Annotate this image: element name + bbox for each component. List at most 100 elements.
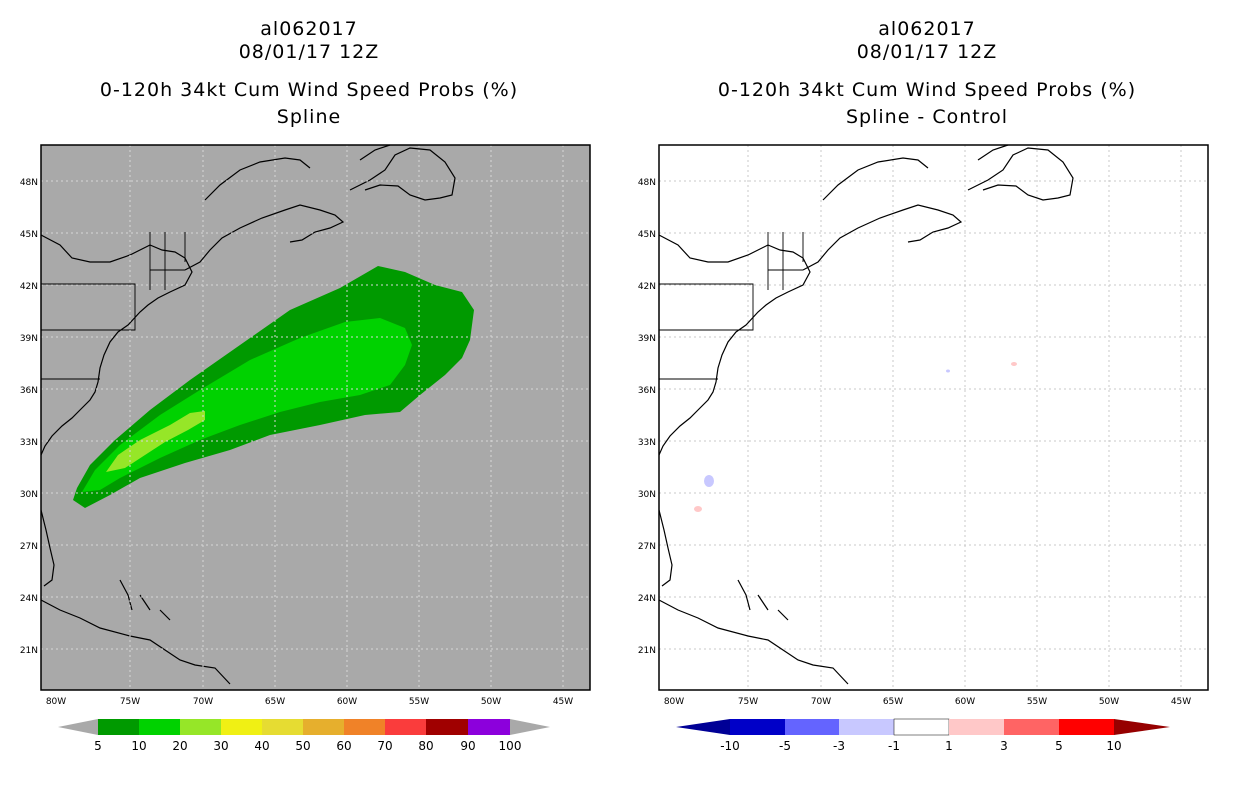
- lat-label: 27N: [20, 542, 38, 552]
- right-map-frame: [658, 144, 1209, 691]
- colorbar-swatch: [221, 719, 262, 735]
- colorbar-label: 10: [1106, 739, 1121, 753]
- left-subtitle: Spline: [276, 106, 342, 128]
- lat-label: 30N: [638, 490, 656, 500]
- lat-label: 30N: [20, 490, 38, 500]
- colorbar-label: 5: [94, 739, 102, 753]
- colorbar-label: 1: [945, 739, 953, 753]
- colorbar-swatch: [785, 719, 839, 735]
- right-difference-blobs: [694, 362, 1017, 512]
- colorbar-labels: 5 10 20 30 40 50 60 70 80 90 100: [94, 739, 521, 753]
- lon-label: 45W: [1171, 697, 1191, 707]
- lat-label: 21N: [20, 646, 38, 656]
- colorbar-swatch: [893, 718, 950, 736]
- colorbar-swatch: [426, 719, 468, 735]
- colorbar-labels: -10 -5 -3 -1 1 3 5 10: [720, 739, 1121, 753]
- lon-label: 65W: [265, 697, 285, 707]
- colorbar-label: -1: [888, 739, 900, 753]
- colorbar-label: -10: [720, 739, 740, 753]
- lat-label: 24N: [20, 594, 38, 604]
- lon-label: 80W: [46, 697, 66, 707]
- colorbar-label: 3: [1000, 739, 1008, 753]
- left-gridlines: [41, 145, 590, 690]
- right-map-background: [659, 145, 1208, 690]
- swath-20pct: [106, 411, 205, 472]
- colorbar-swatch: [139, 719, 180, 735]
- colorbar-swatch: [1059, 719, 1114, 735]
- colorbar-label: 30: [213, 739, 228, 753]
- colorbar-label: 80: [418, 739, 433, 753]
- lat-label: 39N: [638, 334, 656, 344]
- colorbar-swatch: [180, 719, 221, 735]
- lon-label: 60W: [955, 697, 975, 707]
- left-storm-id: al062017: [260, 18, 358, 40]
- lon-label: 45W: [553, 697, 573, 707]
- lat-label: 24N: [638, 594, 656, 604]
- colorbar-swatch: [468, 719, 510, 735]
- colorbar-label: 70: [377, 739, 392, 753]
- lon-label: 80W: [664, 697, 684, 707]
- colorbar-label: 5: [1055, 739, 1063, 753]
- lat-label: 48N: [20, 178, 38, 188]
- lat-label: 48N: [638, 178, 656, 188]
- lon-label: 65W: [883, 697, 903, 707]
- left-lat-labels: 48N 45N 42N 39N 36N 33N 30N 27N 24N 21N: [20, 178, 38, 656]
- lat-label: 45N: [20, 230, 38, 240]
- colorbar-label: -3: [833, 739, 845, 753]
- right-product: 0-120h 34kt Cum Wind Speed Probs (%): [717, 79, 1137, 101]
- lat-label: 42N: [20, 282, 38, 292]
- lon-label: 70W: [193, 697, 213, 707]
- lon-label: 55W: [1027, 697, 1047, 707]
- right-lat-labels: 48N 45N 42N 39N 36N 33N 30N 27N 24N 21N: [638, 178, 656, 656]
- right-coastlines: [658, 144, 1074, 685]
- right-map: 48N 45N 42N 39N 36N 33N 30N 27N 24N 21N …: [638, 144, 1209, 753]
- colorbar-swatch: [1004, 719, 1059, 735]
- colorbar-label: 50: [295, 739, 310, 753]
- lon-label: 50W: [1099, 697, 1119, 707]
- colorbar-label: 100: [499, 739, 522, 753]
- colorbar-label: 90: [460, 739, 475, 753]
- left-map: 48N 45N 42N 39N 36N 33N 30N 27N 24N 21N …: [20, 144, 591, 753]
- left-coastlines: [40, 144, 456, 685]
- lon-label: 75W: [738, 697, 758, 707]
- colorbar-low-arrow: [58, 719, 98, 735]
- colorbar-high-arrow: [1114, 719, 1170, 735]
- left-product: 0-120h 34kt Cum Wind Speed Probs (%): [99, 79, 519, 101]
- colorbar-swatch: [262, 719, 303, 735]
- colorbar-low-arrow: [676, 719, 730, 735]
- diff-blob-positive: [1011, 362, 1017, 366]
- lat-label: 42N: [638, 282, 656, 292]
- diff-blob-negative: [704, 475, 714, 487]
- lon-label: 55W: [409, 697, 429, 707]
- lat-label: 45N: [638, 230, 656, 240]
- colorbar-swatch: [730, 719, 785, 735]
- colorbar-swatch: [949, 719, 1004, 735]
- lat-label: 33N: [638, 438, 656, 448]
- lat-label: 27N: [638, 542, 656, 552]
- lat-label: 33N: [20, 438, 38, 448]
- right-colorbar: -10 -5 -3 -1 1 3 5 10: [676, 718, 1170, 753]
- right-datetime: 08/01/17 12Z: [856, 41, 998, 63]
- left-datetime: 08/01/17 12Z: [238, 41, 380, 63]
- diff-blob-negative: [946, 369, 950, 373]
- colorbar-swatch: [839, 719, 894, 735]
- colorbar-label: -5: [779, 739, 791, 753]
- right-subtitle: Spline - Control: [845, 106, 1009, 128]
- left-colorbar: 5 10 20 30 40 50 60 70 80 90 100: [58, 719, 550, 753]
- lon-label: 75W: [120, 697, 140, 707]
- lon-label: 50W: [481, 697, 501, 707]
- right-title-block: al062017 08/01/17 12Z 0-120h 34kt Cum Wi…: [618, 18, 1236, 129]
- lon-label: 60W: [337, 697, 357, 707]
- colorbar-swatch: [344, 719, 385, 735]
- right-storm-id: al062017: [878, 18, 976, 40]
- colorbar-label: 40: [254, 739, 269, 753]
- right-gridlines: [659, 145, 1208, 690]
- diff-blob-positive: [694, 506, 702, 512]
- left-prob-swaths: [73, 266, 474, 508]
- right-borders: [659, 232, 804, 380]
- colorbar-swatch: [98, 719, 139, 735]
- colorbar-label: 10: [131, 739, 146, 753]
- colorbar-high-arrow: [510, 719, 550, 735]
- lat-label: 39N: [20, 334, 38, 344]
- left-borders: [41, 232, 186, 380]
